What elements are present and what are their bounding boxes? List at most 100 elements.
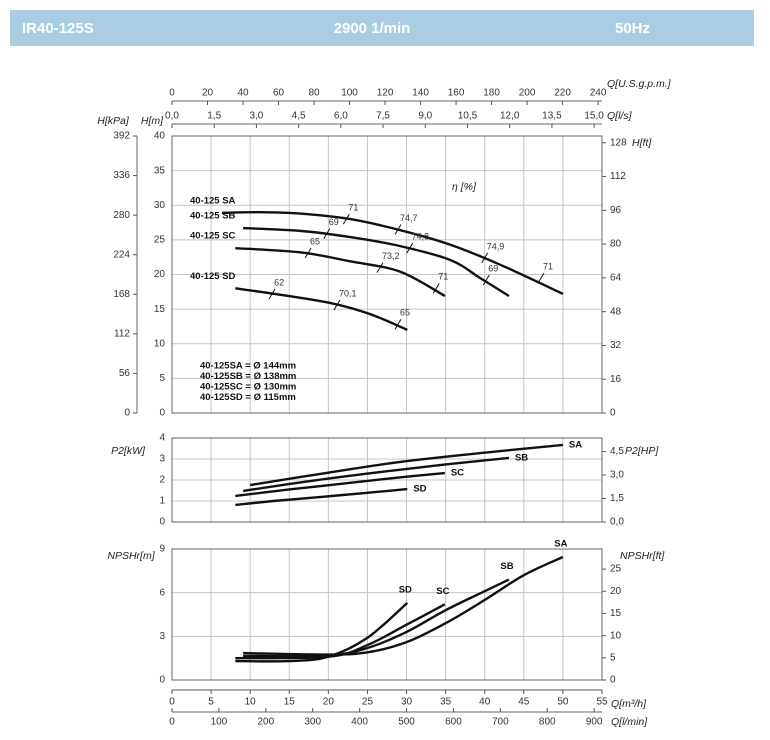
extra-tick-label: 160 (448, 88, 465, 99)
y-tick-label: 25 (154, 235, 166, 246)
y2-tick-label: 48 (610, 306, 622, 317)
y-tick-label: 6 (159, 587, 165, 598)
efficiency-label: 71 (348, 202, 358, 212)
efficiency-mark (406, 242, 414, 254)
curve (235, 487, 408, 507)
impeller-note: 40-125SC = Ø 130mm (200, 382, 296, 393)
extra-tick-label: 1,5 (207, 111, 221, 122)
plot-frame (171, 437, 603, 523)
y2-tick-label: 32 (610, 340, 622, 351)
efficiency-label: 71 (543, 261, 553, 271)
efficiency-mark (481, 252, 489, 264)
y2-tick-label: 5 (610, 652, 616, 663)
outer-tick-label: 336 (113, 170, 130, 181)
efficiency-mark (537, 272, 545, 284)
extra-tick-label: 12,0 (500, 111, 520, 122)
efficiency-mark (376, 262, 384, 273)
y2-tick-label: 4,5 (610, 446, 624, 457)
curve (235, 287, 408, 332)
y2-tick-label: 1,5 (610, 493, 624, 504)
y-tick-label: 3 (159, 631, 165, 642)
curve-label: SD (399, 584, 412, 595)
outer-tick-label: 112 (114, 328, 130, 339)
extra-axis-label: Q[l/s] (607, 110, 633, 122)
curve (243, 226, 510, 297)
extra-tick-label: 0 (169, 717, 175, 728)
curve (235, 471, 445, 498)
curve-label: SB (500, 561, 513, 572)
efficiency-mark (323, 228, 331, 239)
efficiency-label: 69 (488, 263, 498, 273)
y2-tick-label: 0 (610, 408, 616, 419)
y2-axis-label: P2[HP] (625, 445, 659, 457)
efficiency-mark (394, 319, 402, 330)
impeller-note: 40-125SB = Ø 138mm (200, 371, 296, 382)
y-tick-label: 0 (159, 408, 165, 419)
extra-tick-label: 100 (341, 88, 358, 99)
x-tick-label: 15 (284, 697, 296, 708)
efficiency-label: 74,7 (400, 213, 418, 223)
y-tick-label: 2 (159, 475, 165, 486)
extra-tick-label: 240 (590, 88, 607, 99)
outer-tick-label: 280 (113, 210, 130, 221)
y2-tick-label: 96 (610, 205, 622, 216)
x-axis-label: Q[m³/h] (611, 698, 647, 710)
efficiency-label: 65 (400, 308, 410, 318)
y2-tick-label: 25 (610, 564, 622, 575)
efficiency-label: 62 (274, 277, 284, 287)
efficiency-label: 74,9 (487, 241, 505, 251)
extra-tick-label: 140 (412, 88, 429, 99)
speed: 2900 1/min (334, 20, 411, 37)
y2-tick-label: 10 (610, 630, 622, 641)
efficiency-mark (333, 299, 341, 311)
efficiency-label: 74,8 (412, 232, 430, 242)
extra-tick-label: 220 (554, 88, 571, 99)
outer-tick-label: 224 (113, 249, 130, 260)
y2-axis-label: H[ft] (632, 137, 652, 149)
curve-label: SA (569, 439, 582, 450)
plot-frame (171, 548, 603, 681)
extra-tick-label: 13,5 (542, 111, 562, 122)
y-tick-label: 40 (154, 131, 166, 142)
efficiency-label: 70,1 (339, 288, 357, 298)
extra-tick-label: 80 (308, 88, 320, 99)
y-tick-label: 1 (159, 496, 165, 507)
extra-tick-label: 9,0 (418, 111, 432, 122)
x-tick-label: 25 (362, 697, 374, 708)
y-tick-label: 3 (159, 454, 165, 465)
x-tick-label: 50 (557, 697, 569, 708)
extra-tick-label: 0,0 (165, 111, 179, 122)
extra-tick-label: 100 (211, 717, 228, 728)
y-tick-label: 9 (159, 544, 165, 555)
y-tick-label: 0 (159, 675, 165, 686)
extra-tick-label: 0 (169, 88, 175, 99)
y2-axis-label: NPSHr[ft] (620, 550, 665, 562)
curve (235, 603, 446, 660)
y2-tick-label: 0,0 (610, 517, 624, 528)
extra-tick-label: 4,5 (292, 111, 306, 122)
frequency: 50Hz (615, 20, 650, 37)
outer-tick-label: 0 (124, 408, 130, 419)
x-tick-label: 0 (169, 697, 175, 708)
extra-tick-label: 40 (237, 88, 249, 99)
x-tick-label: 10 (245, 697, 257, 708)
efficiency-mark (342, 213, 350, 225)
header-bar (10, 10, 754, 46)
y2-tick-label: 0 (610, 675, 616, 686)
extra-tick-label: 15,0 (584, 111, 604, 122)
extra-tick-label: 800 (539, 717, 556, 728)
extra-tick-label: 700 (492, 717, 509, 728)
efficiency-label: 71 (438, 272, 448, 282)
efficiency-mark (482, 274, 490, 286)
extra-tick-label: 6,0 (334, 111, 348, 122)
extra-tick-label: 20 (202, 88, 214, 99)
curve (235, 601, 409, 663)
extra-axis-label: Q[U.S.g.p.m.] (607, 78, 672, 90)
y2-tick-label: 3,0 (610, 470, 624, 481)
outer-tick-label: 168 (113, 289, 130, 300)
extra-tick-label: 900 (586, 717, 603, 728)
extra-tick-label: 500 (398, 717, 415, 728)
y2-tick-label: 112 (610, 171, 626, 182)
extra-tick-label: 7,5 (376, 111, 390, 122)
